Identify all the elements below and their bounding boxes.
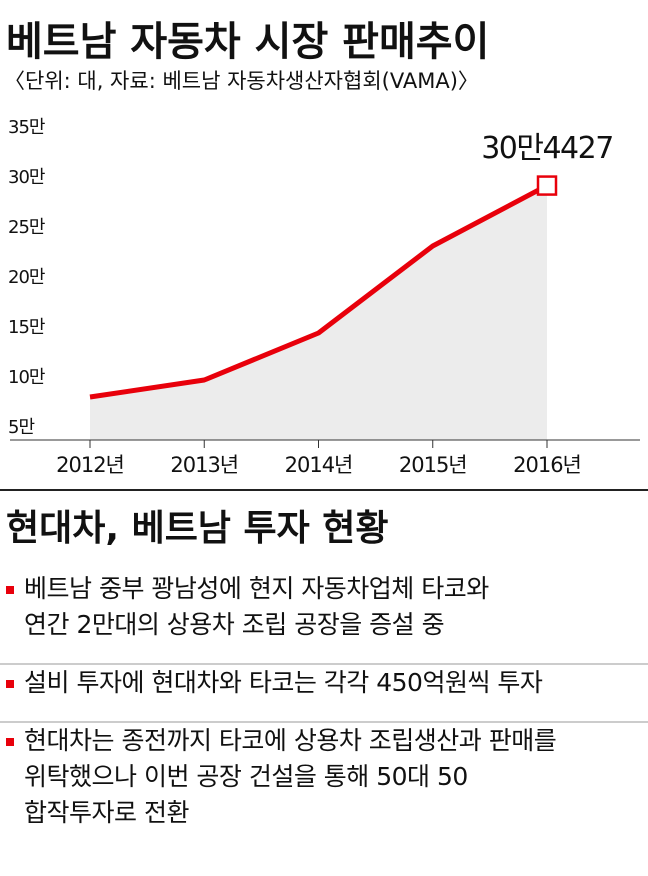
y-tick-label: 25만	[8, 217, 45, 238]
x-tick-label: 2013년	[170, 453, 238, 477]
y-tick-label: 30만	[8, 167, 45, 188]
item-text: 설비 투자에 현대차와 타코는 각각 450억원씩 투자	[24, 668, 543, 697]
bullet	[6, 738, 14, 746]
x-tick-label: 2014년	[285, 453, 353, 477]
section-title: 현대차, 베트남 투자 현황	[6, 508, 388, 549]
y-tick-label: 35만	[8, 117, 45, 138]
item-text: 베트남 중부 꽝남성에 현지 자동차업체 타코와	[24, 574, 489, 603]
x-tick-label: 2015년	[399, 453, 467, 477]
y-tick-label: 20만	[8, 267, 45, 288]
bullet	[6, 586, 14, 594]
area	[90, 185, 547, 440]
x-tick-label: 2016년	[513, 453, 581, 477]
chart-subtitle: 〈단위: 대, 자료: 베트남 자동차생산자협회(VAMA)〉	[4, 69, 479, 93]
y-tick-label: 10만	[8, 367, 45, 388]
y-tick-label: 15만	[8, 317, 45, 338]
item-text: 위탁했으나 이번 공장 건설을 통해 50대 50	[24, 762, 468, 791]
line	[89, 183, 549, 400]
point-marker	[536, 175, 558, 196]
y-tick-label: 5만	[8, 417, 34, 438]
bullet	[6, 680, 14, 688]
x-tick-label: 2012년	[56, 453, 124, 477]
chart-title: 베트남 자동차 시장 판매추이	[6, 19, 489, 65]
item-text: 현대차는 종전까지 타코에 상용차 조립생산과 판매를	[24, 726, 556, 755]
value-label: 30만4427	[481, 131, 613, 166]
item-text: 연간 2만대의 상용차 조립 공장을 증설 중	[24, 610, 444, 639]
item-text: 합작투자로 전환	[24, 798, 189, 827]
